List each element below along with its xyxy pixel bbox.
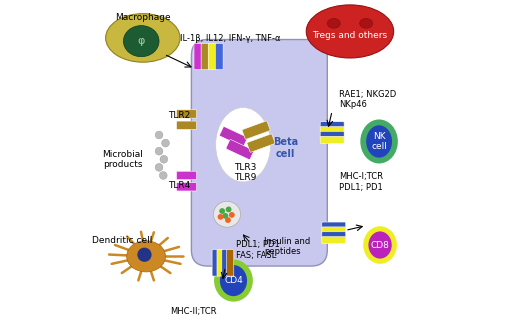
FancyBboxPatch shape: [322, 227, 346, 234]
Text: TLR3
TLR9: TLR3 TLR9: [234, 162, 256, 182]
Text: φ: φ: [137, 36, 145, 46]
Text: MHC-II;TCR: MHC-II;TCR: [170, 307, 216, 316]
Text: Tregs and others: Tregs and others: [313, 31, 387, 40]
FancyBboxPatch shape: [177, 110, 196, 118]
FancyBboxPatch shape: [320, 131, 344, 138]
FancyBboxPatch shape: [219, 127, 247, 147]
Ellipse shape: [159, 172, 167, 179]
Ellipse shape: [160, 155, 168, 163]
Text: CD8: CD8: [371, 240, 389, 250]
Ellipse shape: [225, 206, 232, 212]
FancyBboxPatch shape: [227, 250, 234, 276]
Text: Macrophage: Macrophage: [115, 13, 171, 22]
Ellipse shape: [155, 147, 163, 155]
Ellipse shape: [162, 139, 169, 147]
FancyBboxPatch shape: [222, 250, 229, 276]
Text: MHC-I;TCR
PDL1; PD1: MHC-I;TCR PDL1; PD1: [340, 172, 383, 192]
Text: Dendritic cell: Dendritic cell: [92, 236, 153, 245]
Ellipse shape: [127, 241, 165, 272]
Ellipse shape: [366, 125, 392, 158]
Ellipse shape: [155, 163, 163, 171]
Text: Microbial
products: Microbial products: [102, 150, 143, 169]
Ellipse shape: [363, 226, 397, 264]
Ellipse shape: [137, 248, 152, 262]
Ellipse shape: [360, 19, 373, 28]
FancyBboxPatch shape: [217, 250, 224, 276]
FancyBboxPatch shape: [322, 237, 346, 244]
FancyBboxPatch shape: [194, 44, 202, 70]
FancyBboxPatch shape: [177, 171, 196, 180]
Ellipse shape: [216, 108, 271, 182]
Text: CD4: CD4: [224, 276, 243, 285]
Text: TLR4: TLR4: [168, 181, 190, 190]
Text: PDL1; PD1
FAS; FASL: PDL1; PD1 FAS; FASL: [236, 240, 279, 260]
FancyBboxPatch shape: [93, 1, 416, 324]
Text: IL-1β, IL12, IFN-γ, TNF-α: IL-1β, IL12, IFN-γ, TNF-α: [180, 34, 280, 43]
Ellipse shape: [213, 201, 241, 227]
FancyBboxPatch shape: [320, 136, 344, 143]
Ellipse shape: [306, 5, 393, 58]
FancyBboxPatch shape: [212, 250, 219, 276]
Ellipse shape: [225, 217, 231, 223]
FancyBboxPatch shape: [320, 126, 344, 134]
FancyBboxPatch shape: [247, 134, 275, 152]
Ellipse shape: [360, 120, 398, 163]
FancyBboxPatch shape: [191, 40, 327, 266]
Ellipse shape: [219, 208, 225, 214]
FancyBboxPatch shape: [215, 44, 223, 70]
Text: NK
cell: NK cell: [371, 132, 387, 151]
FancyBboxPatch shape: [177, 121, 196, 129]
Ellipse shape: [369, 231, 392, 259]
FancyBboxPatch shape: [242, 121, 270, 139]
Ellipse shape: [218, 214, 223, 220]
Text: Beta
cell: Beta cell: [273, 137, 298, 159]
Text: Insulin and
peptides: Insulin and peptides: [264, 237, 310, 256]
FancyBboxPatch shape: [322, 232, 346, 239]
Ellipse shape: [124, 26, 159, 57]
Ellipse shape: [222, 213, 229, 219]
FancyBboxPatch shape: [201, 44, 209, 70]
Ellipse shape: [155, 131, 163, 139]
FancyBboxPatch shape: [320, 122, 344, 129]
Ellipse shape: [106, 14, 180, 62]
FancyBboxPatch shape: [226, 139, 254, 160]
FancyBboxPatch shape: [322, 222, 346, 229]
Ellipse shape: [220, 265, 247, 296]
Ellipse shape: [229, 212, 235, 218]
Ellipse shape: [214, 260, 253, 302]
FancyBboxPatch shape: [177, 183, 196, 191]
FancyBboxPatch shape: [208, 44, 216, 70]
Text: TLR2: TLR2: [168, 111, 190, 120]
Ellipse shape: [327, 19, 340, 28]
Text: RAE1; NKG2D
NKp46: RAE1; NKG2D NKp46: [340, 90, 397, 109]
